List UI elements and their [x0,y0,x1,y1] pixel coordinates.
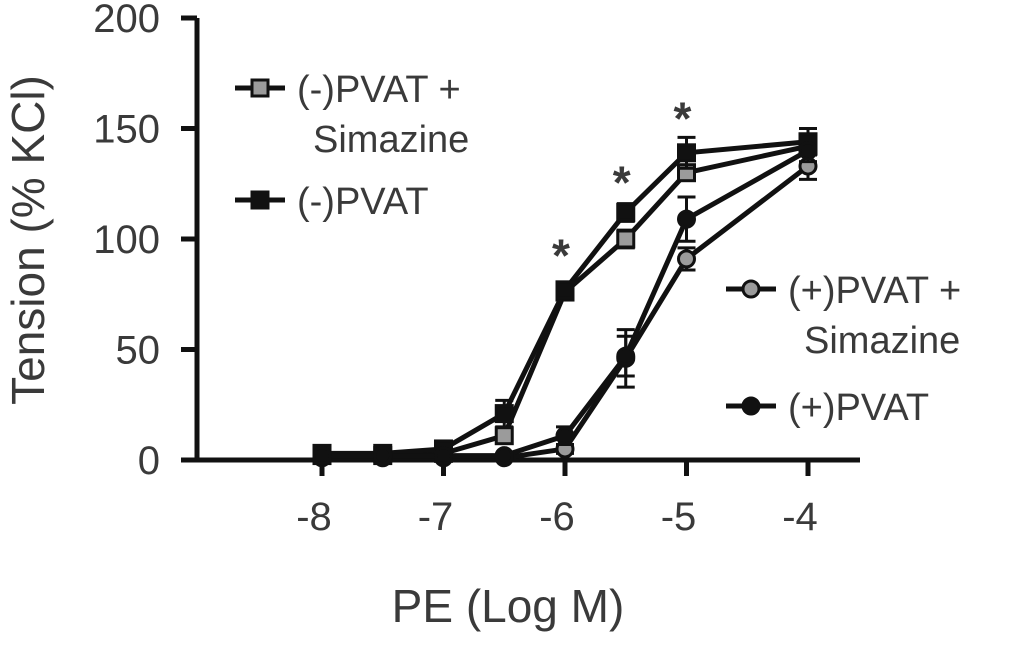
data-point [677,249,696,269]
data-point [555,280,575,300]
series-line [322,139,809,456]
data-point [494,404,514,424]
axes: 0 50 100 150 200 -8 -7 -6 -5 -4 [93,0,860,539]
data-point [434,446,453,466]
legend-label: Simazine [313,119,469,161]
x-tick-label: -6 [539,495,575,539]
legend-label: (+)PVAT [788,387,929,429]
y-tick-label: 100 [93,218,160,262]
data-point [494,446,514,466]
series-3 [312,138,818,466]
data-point [373,446,393,466]
legend: (-)PVAT + Simazine (-)PVAT (+)PVAT + Simazin… [235,69,961,429]
y-tick-label: 0 [138,439,160,483]
legend-label: (-)PVAT + [297,69,461,111]
legend-item-3: (+)PVAT [726,387,929,429]
data-point [494,426,514,446]
significance-star: * [613,156,631,208]
significance-star: * [552,229,570,281]
series-layer [312,127,818,468]
data-point [677,143,696,163]
series-line [322,148,810,459]
data-point [312,446,332,466]
legend-item-1: (-)PVAT [235,181,429,223]
data-point [616,229,636,249]
x-axis-title: PE (Log M) [392,580,625,632]
legend-marker [741,279,761,299]
y-tick-label: 150 [93,108,160,152]
legend-item-0: (-)PVAT + Simazine [235,69,469,161]
legend-marker [250,78,270,98]
legend-marker [741,396,761,416]
annotation-layer: * * * [552,92,692,281]
x-tick-label: -8 [296,495,332,539]
x-tick-label: -7 [418,495,454,539]
data-point [677,209,696,229]
legend-marker [250,190,270,210]
x-tick-label: -4 [782,495,818,539]
data-point [798,141,818,161]
legend-label: Simazine [804,320,960,362]
x-tick-label: -5 [661,495,697,539]
y-tick-label: 200 [93,0,160,41]
legend-label: (+)PVAT + [788,270,961,312]
data-point [555,426,575,446]
y-axis-title: Tension (% KCl) [2,75,54,405]
data-point [616,346,636,366]
series-1 [312,127,818,463]
legend-item-2: (+)PVAT + Simazine [726,270,961,362]
y-tick-label: 50 [116,329,161,373]
legend-label: (-)PVAT [297,181,429,223]
data-point [616,202,636,222]
significance-star: * [674,92,692,144]
